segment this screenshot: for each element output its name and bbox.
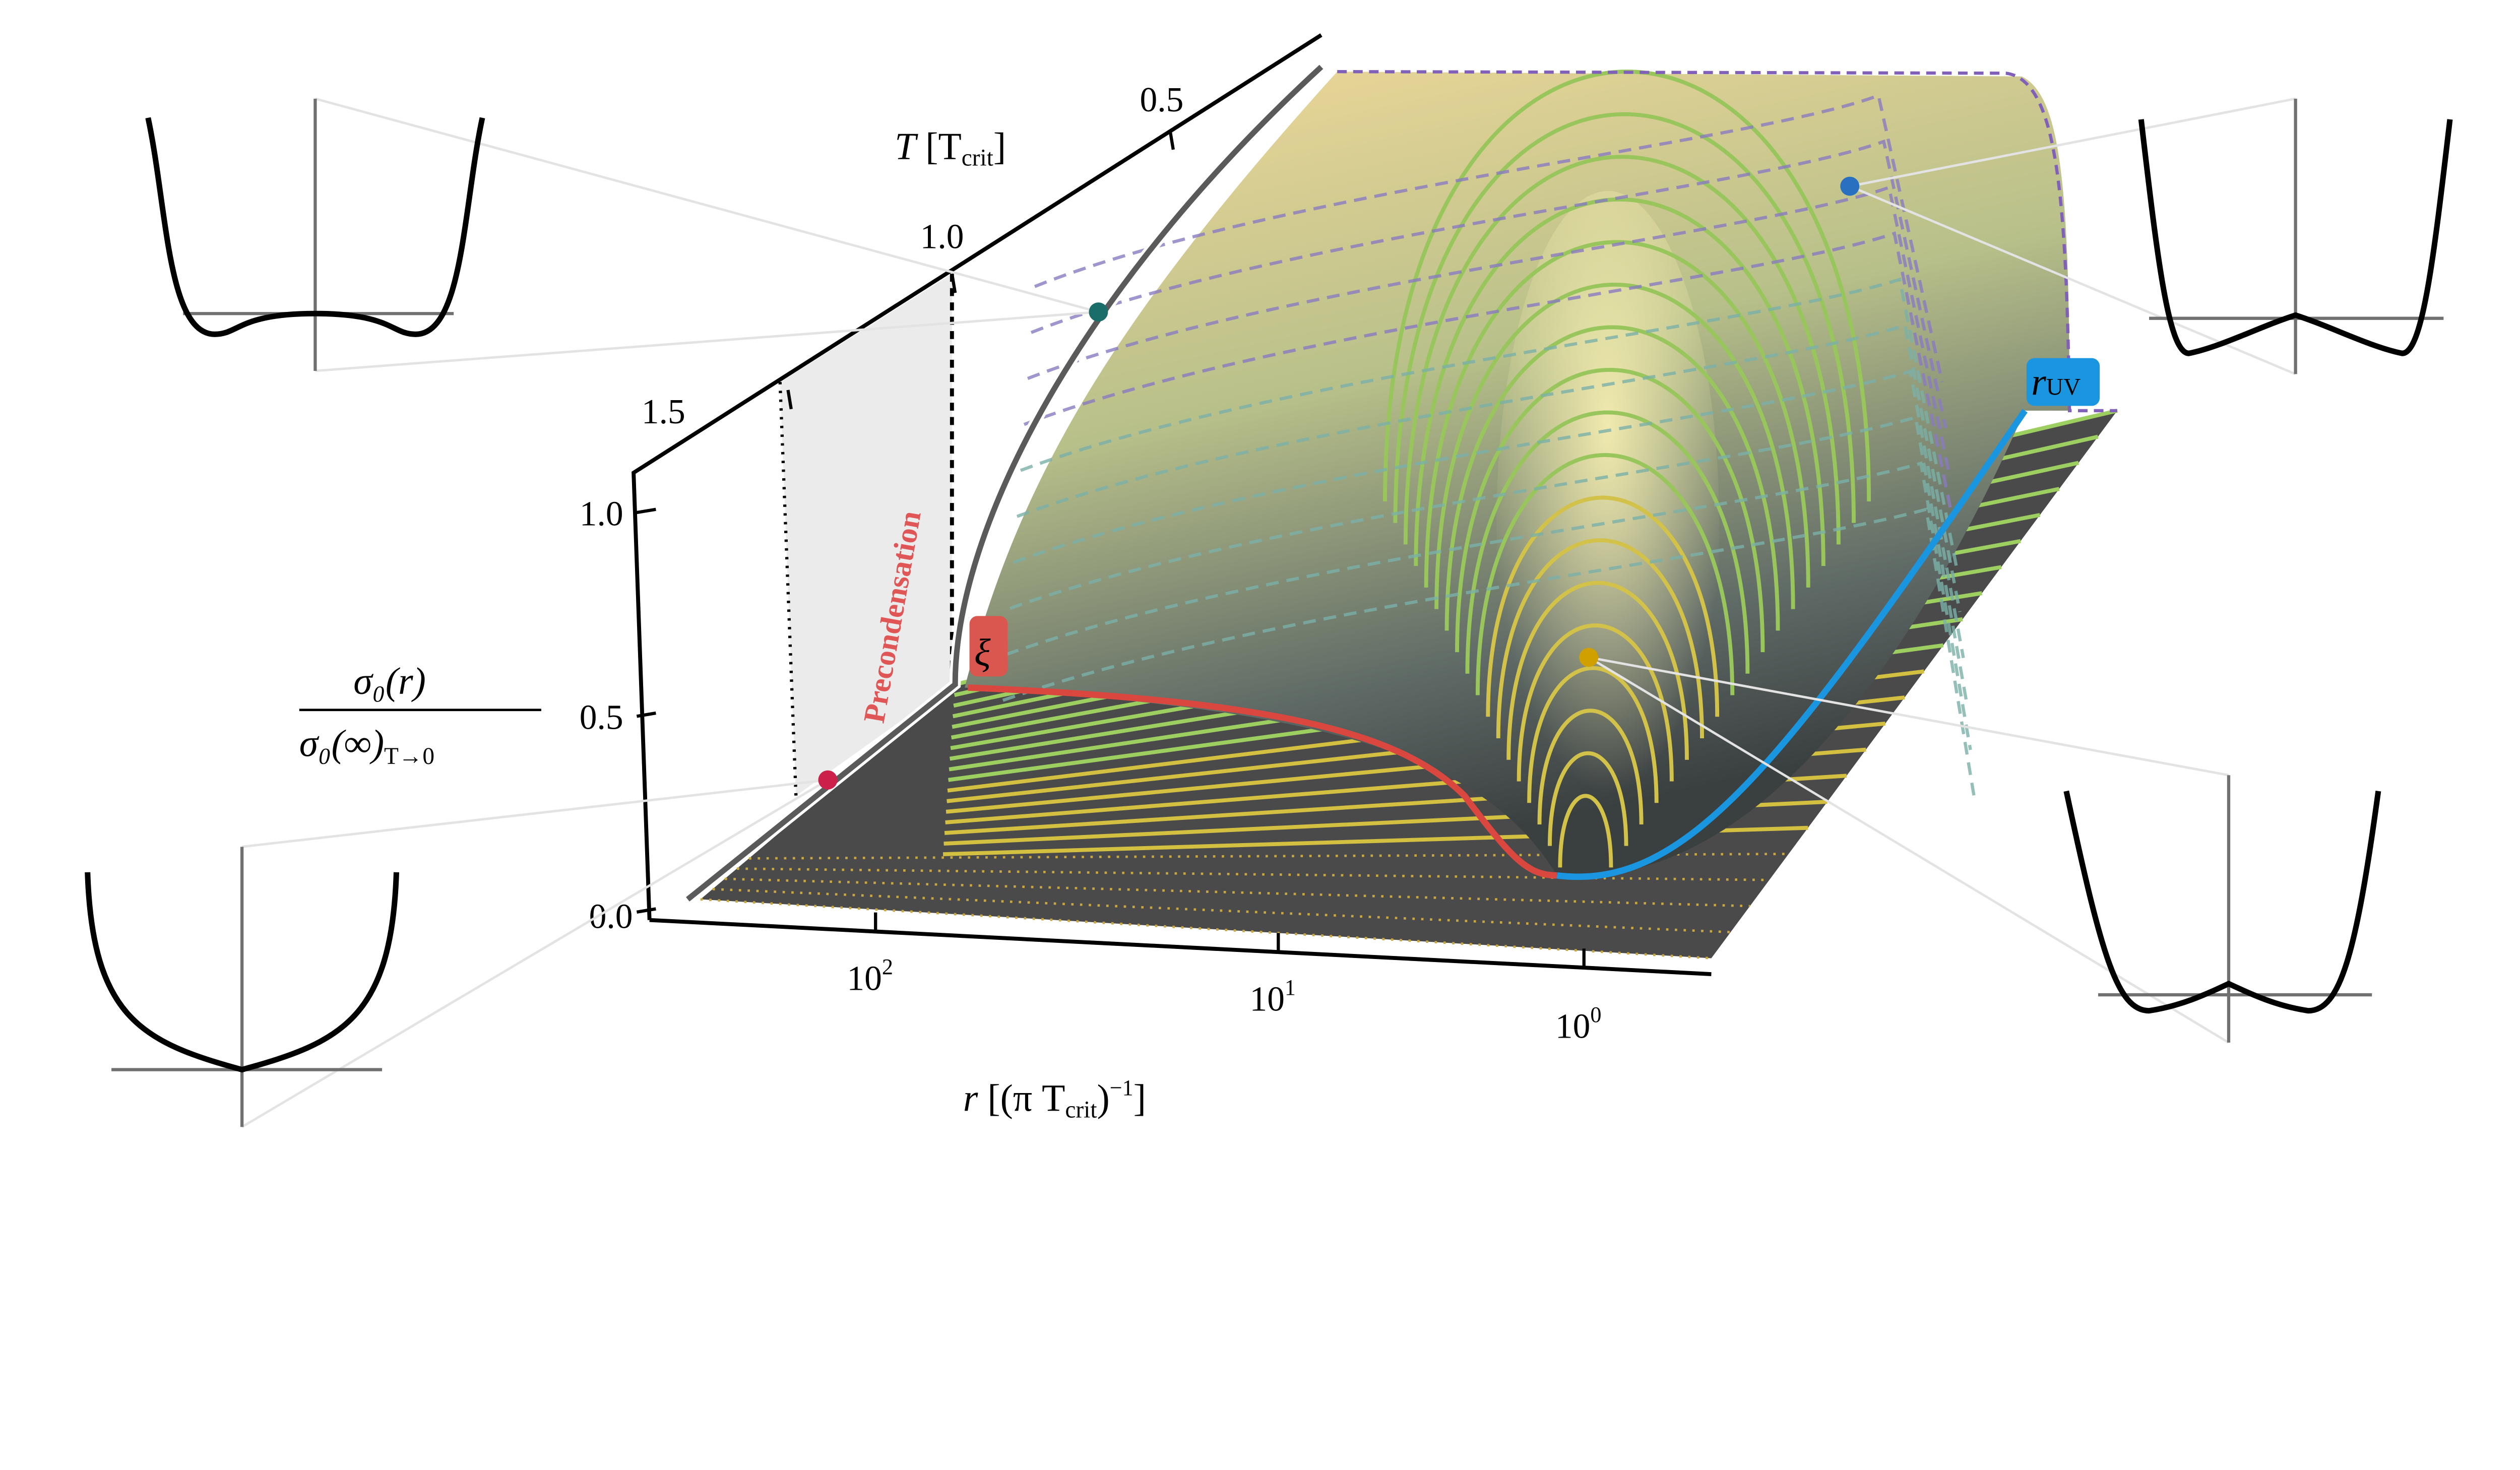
surface-contour-dashed: [1005, 461, 1972, 750]
ruv-label: rUV: [2031, 361, 2081, 403]
surface-contour: [1424, 240, 1810, 588]
precondensation-panel: [780, 274, 952, 796]
z-axis-label-denominator: σ₀(∞)T→0: [299, 722, 434, 770]
z-tick-label: 0.5: [580, 698, 623, 737]
surface-contour-dashed: [1020, 277, 1958, 566]
floor-contour: [712, 887, 1731, 934]
t-tick-label: 1.0: [920, 218, 964, 257]
t-tick: [1168, 130, 1175, 150]
surface-contour-dashed: [1002, 507, 1976, 796]
xi-line: [968, 684, 1557, 879]
surface-contour: [1537, 709, 1644, 824]
z-tick-label: 1.0: [580, 494, 623, 533]
r-axis-label: r [(π Tcrit)−1]: [963, 1075, 1146, 1123]
surface-contour-dashed: [1030, 139, 1947, 428]
z-tick: [636, 711, 656, 718]
surface-contour: [1527, 666, 1659, 803]
z-axis-label-numerator: σ₀(r): [353, 660, 426, 702]
r-axis: [649, 918, 1712, 976]
surface-contour: [1465, 410, 1750, 674]
t-tick: [950, 273, 957, 293]
r-tick-label: 101: [1249, 975, 1296, 1019]
point-crimson: [818, 770, 838, 790]
surface-highlight: [1496, 191, 1720, 860]
surface-contour: [1434, 282, 1795, 609]
surface-contour: [1403, 155, 1841, 545]
left-boundary-curve: [686, 65, 1324, 902]
surface-contours: [1002, 70, 1976, 868]
surface-contour-dashed: [1016, 323, 1962, 612]
surface-contour: [1414, 198, 1825, 566]
surface-contour: [1475, 453, 1735, 695]
surface-contour: [1558, 794, 1613, 868]
inset-bottom-right: [2063, 775, 2381, 1043]
xi-label: ξ: [974, 631, 991, 674]
inset-top-right: [2138, 98, 2453, 374]
z-tick: [636, 507, 656, 515]
xi-label-box: [969, 616, 1008, 677]
surface-contour: [1393, 112, 1856, 523]
surface-contour-dashed: [1013, 369, 1965, 659]
t-tick-label: 1.5: [642, 393, 685, 431]
point-gold: [1579, 648, 1599, 667]
top-edge-dashed: [1337, 70, 2117, 413]
z-tick: [636, 907, 656, 914]
t-axis: [632, 33, 1322, 920]
surface-contour: [1455, 367, 1765, 653]
t-tick-label: 0.5: [1140, 81, 1184, 119]
surface-contour: [1444, 325, 1780, 631]
axis-ticks: [636, 130, 1586, 968]
chart-figure: Precondensation ξ rUV 1.0 0.5 0.0 1.5 1.…: [85, 33, 2453, 1128]
r-tick-label: 102: [847, 954, 893, 998]
surface-contour: [1486, 495, 1720, 717]
t-axis-label: T [Tcrit]: [895, 125, 1006, 171]
inset-top-left: [145, 98, 485, 371]
inset-bottom-left: [85, 847, 400, 1127]
surface-contour: [1506, 581, 1689, 760]
point-blue: [1840, 176, 1860, 196]
r-tick-label: 100: [1555, 1002, 1602, 1046]
surface-contour: [1547, 751, 1628, 846]
surface-contour-dashed: [1027, 185, 1951, 475]
point-teal: [1089, 302, 1108, 322]
surface-contour-dashed: [1023, 231, 1955, 521]
ruv-label-box: [2026, 358, 2100, 406]
ruv-line: [1556, 409, 2028, 880]
t-tick: [786, 390, 793, 410]
surface-contour: [1496, 538, 1705, 739]
